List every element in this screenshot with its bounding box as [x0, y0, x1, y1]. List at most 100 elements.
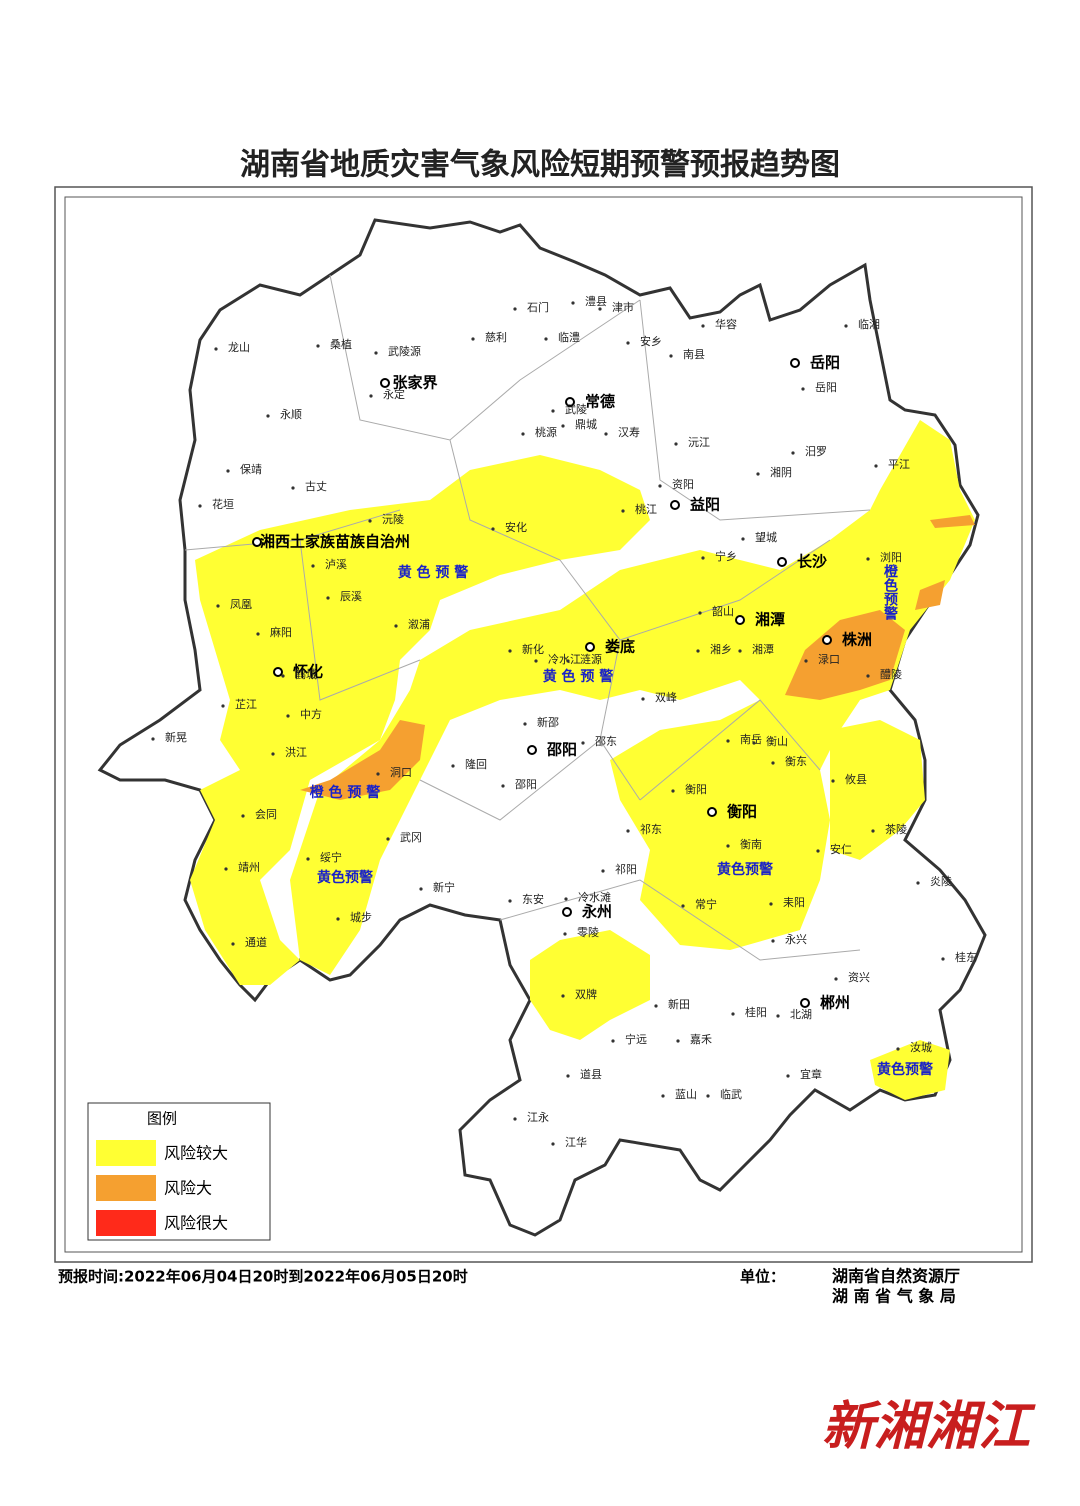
county-dot — [611, 1039, 615, 1043]
county-label: 溆浦 — [408, 617, 430, 631]
city-label: 常德 — [585, 393, 615, 411]
map — [97, 218, 987, 1237]
county-label: 靖州 — [238, 861, 260, 874]
city-label: 永州 — [581, 903, 612, 921]
county-dot — [281, 674, 285, 678]
county-dot — [306, 857, 310, 861]
city-dot — [670, 500, 680, 510]
county-label: 新田 — [668, 997, 690, 1011]
county-label: 临湘 — [858, 317, 880, 331]
city-label: 娄底 — [605, 638, 635, 656]
county-dot — [256, 632, 260, 636]
county-dot — [701, 556, 705, 560]
county-dot — [726, 844, 730, 848]
county-label: 宁乡 — [715, 549, 737, 563]
city-label: 邵阳 — [546, 741, 577, 759]
county-dot — [369, 394, 373, 398]
county-label: 双牌 — [575, 987, 597, 1001]
county-label: 石门 — [527, 300, 549, 314]
county-label: 祁阳 — [615, 862, 637, 876]
county-dot — [896, 1047, 900, 1051]
county-dot — [566, 1074, 570, 1078]
county-dot — [216, 604, 220, 608]
county-dot — [756, 472, 760, 476]
legend-title: 图例 — [147, 1110, 177, 1128]
risk-zone — [870, 1040, 950, 1100]
legend-swatch — [96, 1210, 156, 1236]
county-dot — [286, 714, 290, 718]
county-label: 湘潭 — [752, 642, 774, 656]
county-dot — [471, 337, 475, 341]
county-label: 武陵 — [565, 403, 587, 416]
county-dot — [801, 387, 805, 391]
county-label: 安乡 — [640, 334, 662, 348]
county-dot — [776, 1014, 780, 1018]
county-dot — [521, 432, 525, 436]
county-dot — [804, 659, 808, 663]
county-label: 桃源 — [535, 425, 557, 439]
county-label: 古丈 — [305, 480, 327, 493]
risk-zone — [830, 720, 925, 860]
county-dot — [316, 344, 320, 348]
county-label: 安化 — [505, 520, 527, 534]
warning-label: 黄 色 预 警 — [398, 564, 469, 581]
county-dot — [508, 899, 512, 903]
city-dot — [735, 615, 745, 625]
county-dot — [844, 324, 848, 328]
county-label: 邵阳 — [515, 778, 537, 791]
city-dot — [777, 557, 787, 567]
county-label: 华容 — [715, 317, 737, 331]
county-dot — [866, 557, 870, 561]
legend-label: 风险很大 — [164, 1214, 228, 1233]
county-label: 蓝山 — [675, 1088, 697, 1101]
county-label: 永顺 — [280, 407, 302, 421]
county-dot — [741, 537, 745, 541]
county-label: 津市 — [612, 300, 634, 314]
warning-label: 黄色预警 — [717, 861, 773, 878]
yellow-zones — [190, 420, 975, 1100]
county-dot — [551, 409, 555, 413]
county-label: 新邵 — [537, 715, 559, 729]
county-label: 汨罗 — [805, 445, 827, 458]
county-label: 冷水江 — [548, 653, 581, 666]
county-dot — [831, 779, 835, 783]
city-label: 怀化 — [293, 663, 323, 681]
county-label: 临武 — [720, 1087, 742, 1101]
county-dot — [501, 784, 505, 788]
city-dot — [585, 642, 595, 652]
county-dot — [513, 1117, 517, 1121]
county-label: 安仁 — [830, 842, 852, 856]
county-dot — [231, 942, 235, 946]
county-label: 衡阳 — [685, 783, 707, 796]
county-label: 韶山 — [712, 604, 734, 618]
county-label: 道县 — [580, 1067, 602, 1081]
county-dot — [561, 424, 565, 428]
county-label: 鼎城 — [575, 418, 597, 431]
risk-zone — [290, 420, 975, 975]
risk-zone — [530, 930, 650, 1040]
county-dot — [151, 737, 155, 741]
county-dot — [491, 527, 495, 531]
risk-zone — [190, 455, 650, 985]
county-dot — [386, 837, 390, 841]
risk-zone — [300, 720, 425, 800]
county-label: 花垣 — [212, 498, 234, 511]
county-label: 新晃 — [165, 730, 187, 744]
county-label: 平江 — [888, 458, 910, 471]
county-dot — [706, 1094, 710, 1098]
city-label: 岳阳 — [810, 354, 840, 372]
county-label: 中方 — [300, 707, 322, 721]
county-label: 新宁 — [433, 880, 455, 894]
county-dot — [571, 301, 575, 305]
county-label: 沅江 — [688, 436, 710, 449]
county-label: 桂阳 — [745, 1005, 767, 1019]
county-dot — [626, 341, 630, 345]
county-dot — [241, 814, 245, 818]
county-label: 桃江 — [635, 502, 657, 516]
county-label: 茶陵 — [885, 823, 907, 836]
city-dot — [800, 998, 810, 1008]
risk-zone — [785, 610, 905, 700]
county-dot — [326, 596, 330, 600]
forecast-time: 预报时间:2022年06月04日20时到2022年06月05日20时 — [58, 1268, 468, 1286]
